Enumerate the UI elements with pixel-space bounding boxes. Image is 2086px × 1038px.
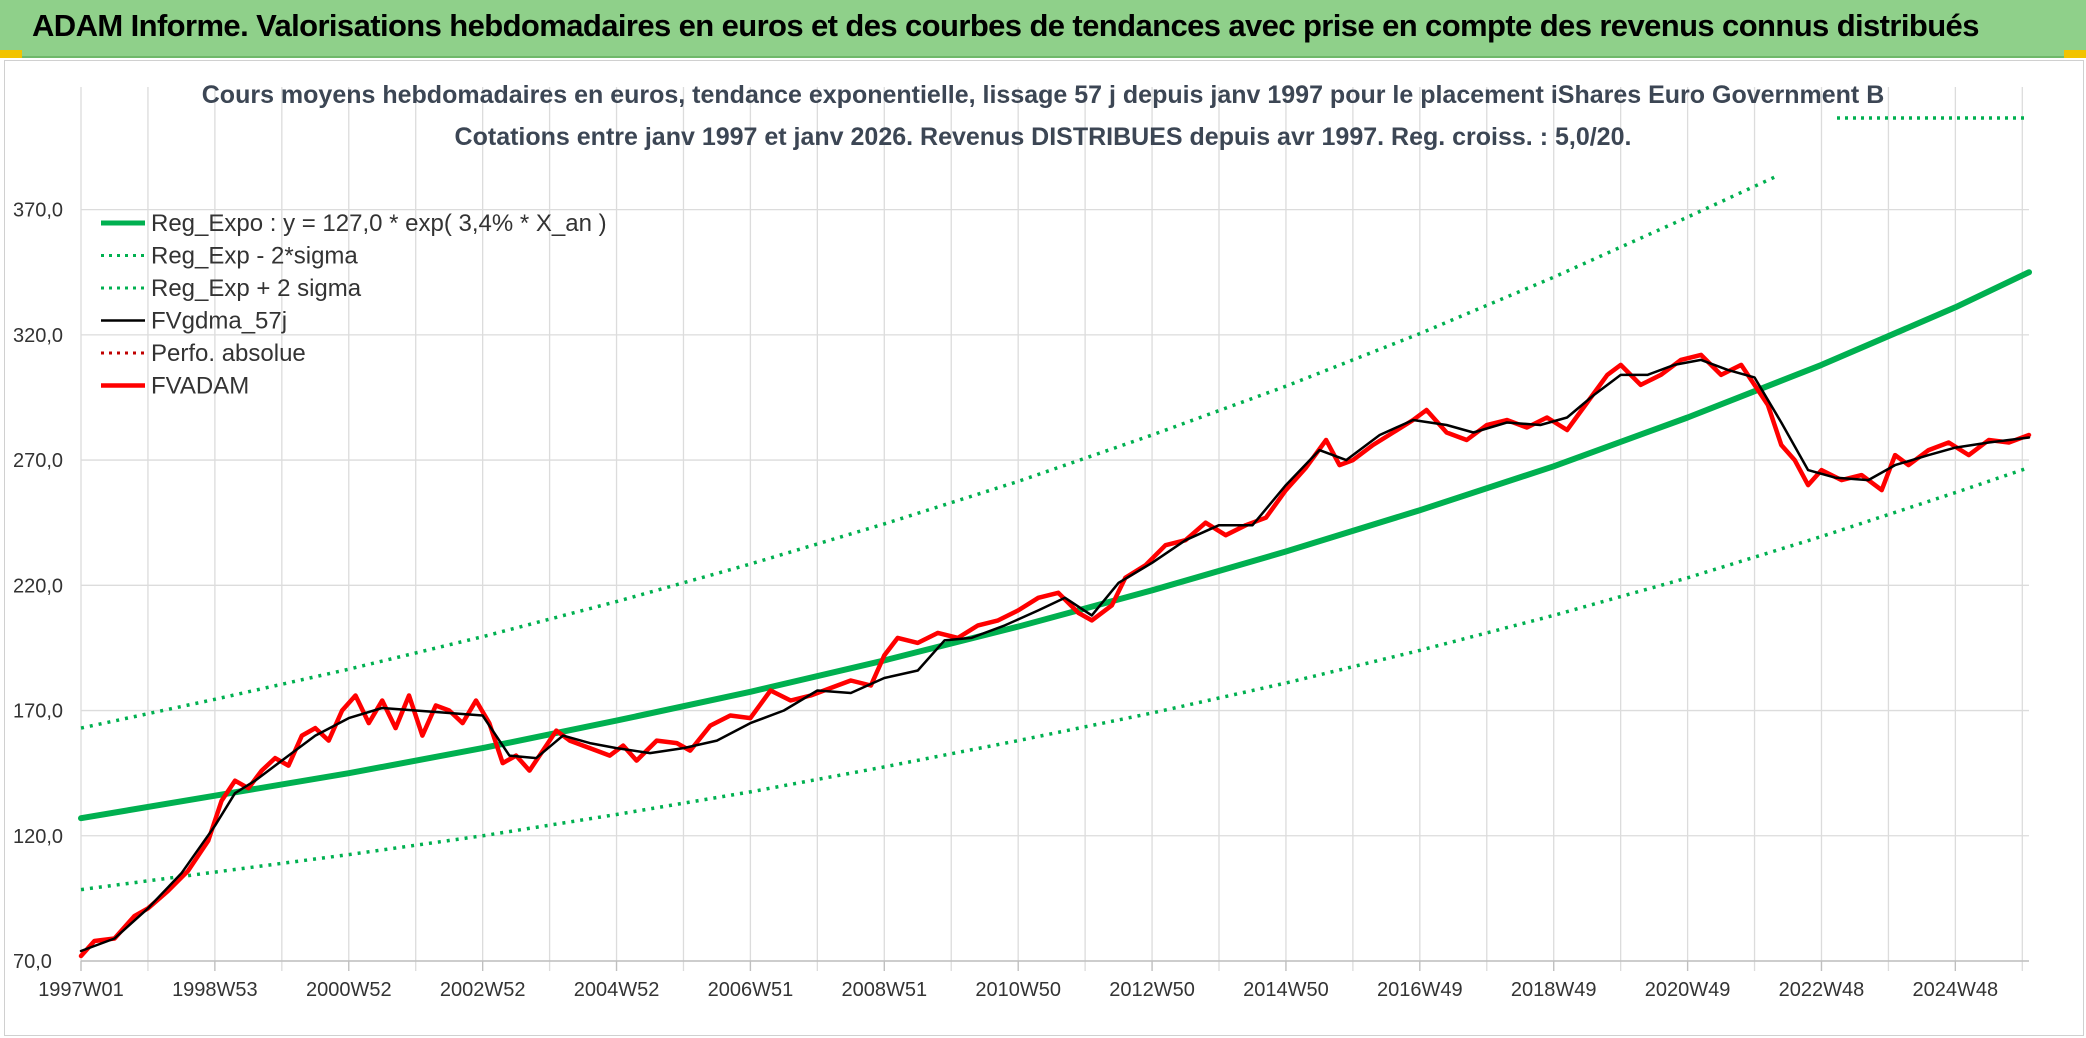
x-tick-label: 2006W51 [708,979,794,1001]
legend-label-4: Perfo. absolue [151,340,306,367]
x-tick-label: 2012W50 [1109,979,1195,1001]
y-tick-label: 170,0 [13,701,63,723]
axes: 70,0 120,0 170,0 220,0 270,0 320,0 370,0 1997W0… [13,200,2029,1001]
x-tick-label: 2008W51 [841,979,927,1001]
header-banner: ADAM Informe. Valorisations hebdomadaire… [0,0,2086,58]
x-tick-label: 2016W49 [1377,979,1463,1001]
chart-area: 70,0 120,0 170,0 220,0 270,0 320,0 370,0 1997W0… [4,60,2084,1036]
series-line-1 [80,465,2030,892]
x-tick-label: 2022W48 [1779,979,1865,1001]
x-tick-label: 2024W48 [1913,979,1999,1001]
legend-label-2: Reg_Exp + 2 sigma [151,275,362,302]
legend-label-0: Reg_Expo : y = 127,0 * exp( 3,4% * X_an … [151,210,607,237]
series-line-5 [78,352,2032,959]
banner-corner-right [2064,50,2086,58]
y-tick-label: 370,0 [13,200,63,222]
y-tick-label: 320,0 [13,325,63,347]
legend: Reg_Expo : y = 127,0 * exp( 3,4% * X_an … [101,210,607,400]
x-tick-label: 2018W49 [1511,979,1597,1001]
chart-title: Cours moyens hebdomadaires en euros, ten… [202,81,1885,109]
banner-title: ADAM Informe. Valorisations hebdomadaire… [32,8,1979,43]
banner-corner-left [0,50,22,58]
x-tick-label: 1998W53 [172,979,258,1001]
series-line-2 [80,175,1776,730]
series-line-3 [79,358,2031,953]
chart-subtitle: Cotations entre janv 1997 et janv 2026. … [455,123,1632,151]
x-tick-label: 2020W49 [1645,979,1731,1001]
series [78,175,2032,959]
x-tick-label: 2000W52 [306,979,392,1001]
x-tick-label: 2004W52 [574,979,660,1001]
legend-label-1: Reg_Exp - 2*sigma [151,243,358,270]
y-tick-label: 220,0 [13,575,63,597]
y-tick-label: 70,0 [13,951,52,973]
y-tick-label: 270,0 [13,450,63,472]
series-line-0 [78,269,2032,822]
x-tick-label: 2010W50 [975,979,1061,1001]
legend-label-5: FVADAM [151,373,249,400]
x-tick-label: 2014W50 [1243,979,1329,1001]
legend-label-3: FVgdma_57j [151,308,287,335]
line-chart: 70,0 120,0 170,0 220,0 270,0 320,0 370,0 1997W0… [13,81,2032,1001]
x-tick-label: 1997W01 [38,979,124,1001]
x-tick-label: 2002W52 [440,979,526,1001]
y-tick-label: 120,0 [13,826,63,848]
